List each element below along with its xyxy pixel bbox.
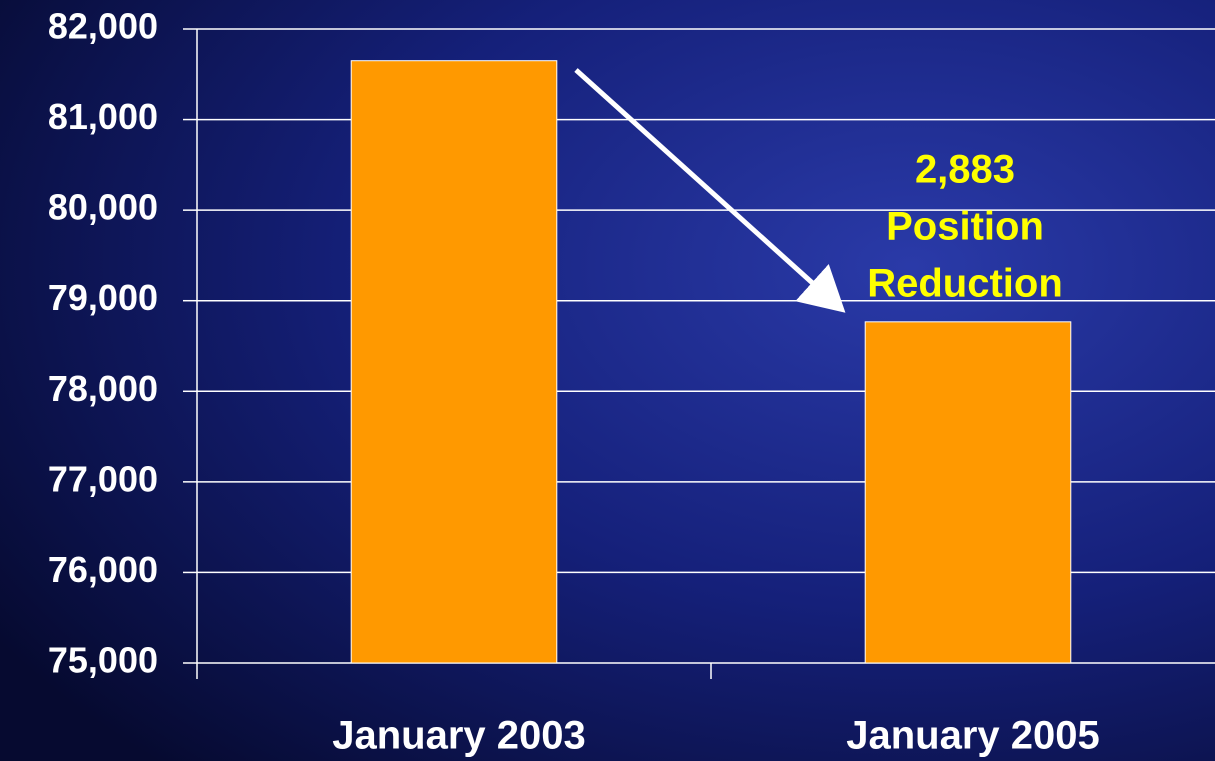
annotation: Reduction <box>867 262 1063 306</box>
y-tick-label: 79,000 <box>48 277 158 318</box>
annotation: 2,883 <box>915 148 1015 192</box>
x-tick-label: January 2003 <box>332 714 586 758</box>
y-tick-label: 78,000 <box>48 368 158 409</box>
bar <box>864 321 1072 664</box>
y-tick-label: 80,000 <box>48 187 158 228</box>
y-tick-label: 75,000 <box>48 640 158 681</box>
arrow <box>574 68 846 313</box>
y-tick-label: 77,000 <box>48 458 158 499</box>
annotation: Position <box>886 205 1044 249</box>
bar <box>350 60 558 664</box>
y-tick-label: 82,000 <box>48 6 158 47</box>
x-tick-label: January 2005 <box>846 714 1100 758</box>
y-tick-label: 76,000 <box>48 549 158 590</box>
y-tick-label: 81,000 <box>48 96 158 137</box>
